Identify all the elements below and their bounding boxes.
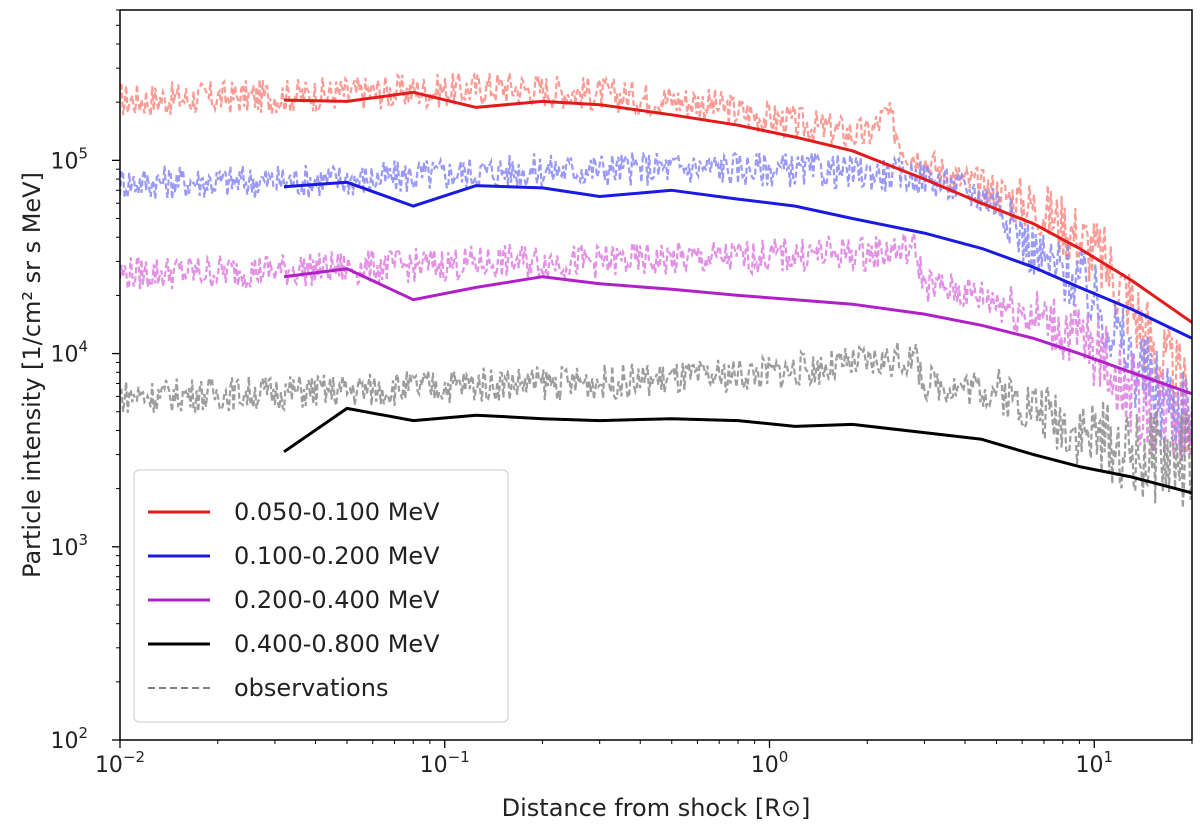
- y-tick-label: 103: [50, 531, 88, 561]
- legend-box: [133, 469, 509, 723]
- series-line-3: [283, 267, 1192, 396]
- legend-label: observations: [234, 674, 388, 702]
- series-line-4: [283, 406, 1192, 495]
- observation-line-0-400-0-800-: [120, 341, 1192, 508]
- x-axis-ticks: 10−2 10−1 100 101: [95, 740, 1193, 778]
- y-axis-label: Particle intensity [1/cm² sr s MeV]: [18, 172, 46, 578]
- observations-layer: [120, 71, 1192, 508]
- legend-entry-5: observations: [148, 674, 388, 702]
- model-series-layer: [283, 90, 1192, 495]
- y-axis-ticks: 102 103 104 105: [50, 9, 120, 754]
- observation-line-0-200-0-400-: [120, 229, 1192, 461]
- x-tick-label: 10−1: [420, 748, 470, 778]
- legend-label: 0.050-0.100 MeV: [234, 498, 440, 526]
- legend-entry-3: 0.200-0.400 MeV: [148, 586, 440, 614]
- x-axis-label: Distance from shock [R⊙]: [502, 794, 811, 822]
- observation-line-0-050-0-100-: [120, 71, 1192, 453]
- series-line-1: [283, 90, 1192, 324]
- series-line-2: [283, 180, 1192, 340]
- x-tick-label: 100: [751, 748, 789, 778]
- legend-label: 0.100-0.200 MeV: [234, 542, 440, 570]
- plot-frame: [119, 9, 1193, 741]
- y-tick-label: 104: [50, 338, 88, 368]
- legend-entry-2: 0.100-0.200 MeV: [148, 542, 440, 570]
- legend-entry-4: 0.400-0.800 MeV: [148, 630, 440, 658]
- legend-label: 0.400-0.800 MeV: [234, 630, 440, 658]
- legend: 0.050-0.100 MeV 0.100-0.200 MeV 0.200-0.40…: [133, 469, 509, 723]
- x-tick-label: 10−2: [95, 748, 145, 778]
- y-tick-label: 102: [50, 724, 88, 754]
- x-tick-label: 101: [1075, 748, 1113, 778]
- observation-line-0-100-0-200-: [120, 151, 1192, 457]
- y-tick-label: 105: [50, 144, 88, 174]
- legend-entry-1: 0.050-0.100 MeV: [148, 498, 440, 526]
- legend-label: 0.200-0.400 MeV: [234, 586, 440, 614]
